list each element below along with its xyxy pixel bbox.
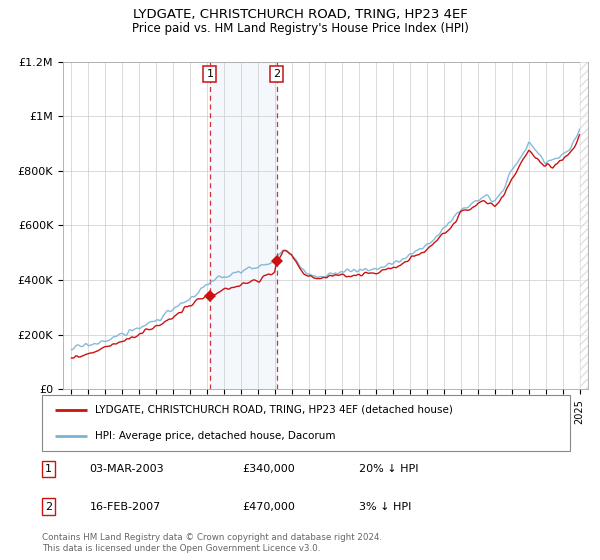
Text: £340,000: £340,000 (242, 464, 295, 474)
Text: Contains HM Land Registry data © Crown copyright and database right 2024.
This d: Contains HM Land Registry data © Crown c… (42, 533, 382, 553)
Text: 2: 2 (45, 502, 52, 511)
Text: 2: 2 (273, 69, 280, 79)
Text: 1: 1 (206, 69, 214, 79)
Text: £470,000: £470,000 (242, 502, 296, 511)
Text: 1: 1 (45, 464, 52, 474)
Text: 3% ↓ HPI: 3% ↓ HPI (359, 502, 411, 511)
Text: 03-MAR-2003: 03-MAR-2003 (89, 464, 164, 474)
Bar (210, 62, 277, 389)
Text: HPI: Average price, detached house, Dacorum: HPI: Average price, detached house, Daco… (95, 431, 335, 441)
Text: Price paid vs. HM Land Registry's House Price Index (HPI): Price paid vs. HM Land Registry's House … (131, 22, 469, 35)
Text: LYDGATE, CHRISTCHURCH ROAD, TRING, HP23 4EF: LYDGATE, CHRISTCHURCH ROAD, TRING, HP23 … (133, 8, 467, 21)
Text: 20% ↓ HPI: 20% ↓ HPI (359, 464, 418, 474)
Text: 16-FEB-2007: 16-FEB-2007 (89, 502, 161, 511)
Text: LYDGATE, CHRISTCHURCH ROAD, TRING, HP23 4EF (detached house): LYDGATE, CHRISTCHURCH ROAD, TRING, HP23 … (95, 405, 452, 415)
